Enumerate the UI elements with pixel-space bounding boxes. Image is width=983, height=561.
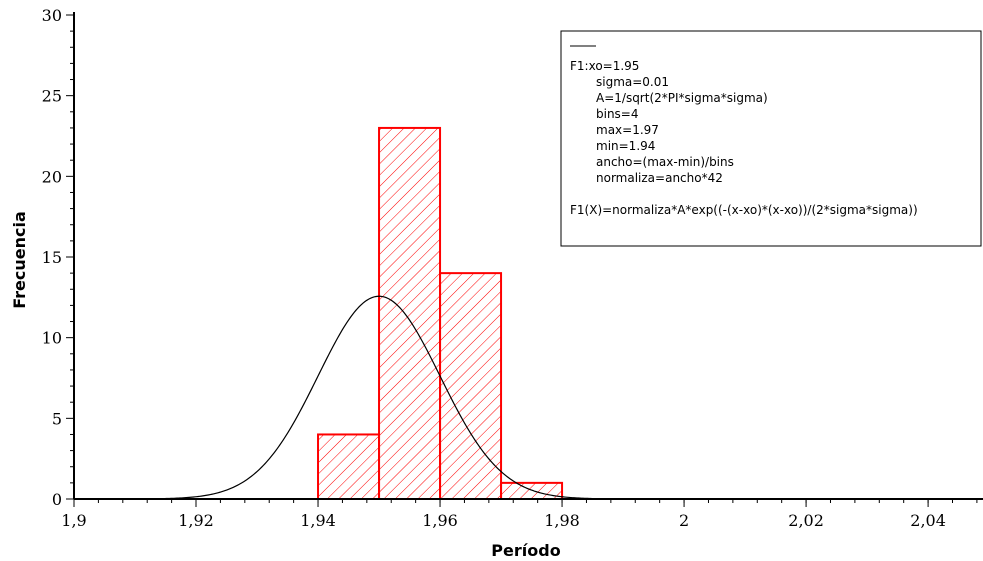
- y-tick-label: 20: [42, 167, 62, 186]
- y-tick-label: 5: [52, 409, 62, 428]
- legend-line-2: sigma=0.01: [596, 75, 669, 89]
- y-axis-ticks: 0 5 10 15 20 25 30: [42, 6, 74, 509]
- y-axis-title: Frecuencia: [10, 211, 29, 309]
- legend-line-4: bins=4: [596, 107, 639, 121]
- x-tick-label: 1,98: [544, 511, 580, 530]
- legend-line-10: F1(X)=normaliza*A*exp((-(x-xo)*(x-xo))/(…: [570, 203, 918, 217]
- x-tick-label: 1,9: [61, 511, 86, 530]
- x-axis-title: Período: [491, 541, 560, 560]
- x-tick-label: 1,96: [422, 511, 458, 530]
- histogram-bar-3: [439, 272, 503, 500]
- x-tick-label: 1,92: [178, 511, 214, 530]
- histogram-bar-1: [317, 433, 381, 501]
- y-tick-label: 15: [42, 248, 62, 267]
- histogram-bar-4: [500, 481, 564, 501]
- legend-line-7: ancho=(max-min)/bins: [596, 155, 734, 169]
- y-tick-label: 10: [42, 329, 62, 348]
- y-tick-label: 25: [42, 87, 62, 106]
- y-tick-label: 0: [52, 490, 62, 509]
- legend-line-1: F1:xo=1.95: [570, 59, 639, 73]
- legend-line-3: A=1/sqrt(2*PI*sigma*sigma): [596, 91, 768, 105]
- y-tick-label: 30: [42, 6, 62, 25]
- x-tick-label: 2,02: [788, 511, 824, 530]
- x-axis-ticks: 1,9 1,92 1,94 1,96 1,98 2 2,02 2,04: [61, 499, 978, 530]
- legend-line-5: max=1.97: [596, 123, 659, 137]
- histogram-bars: [317, 126, 564, 501]
- legend-box: F1:xo=1.95 sigma=0.01 A=1/sqrt(2*PI*sigma*…: [560, 30, 982, 247]
- legend-line-6: min=1.94: [596, 139, 655, 153]
- gaussian-curve-line: [74, 295, 983, 500]
- x-tick-label: 2: [679, 511, 689, 530]
- legend-line-8: normaliza=ancho*42: [596, 171, 723, 185]
- legend-frame: [560, 30, 982, 247]
- gaussian-curve-group: [74, 295, 983, 500]
- x-tick-label: 1,94: [300, 511, 336, 530]
- x-tick-label: 2,04: [910, 511, 946, 530]
- histogram-bar-2: [378, 126, 442, 501]
